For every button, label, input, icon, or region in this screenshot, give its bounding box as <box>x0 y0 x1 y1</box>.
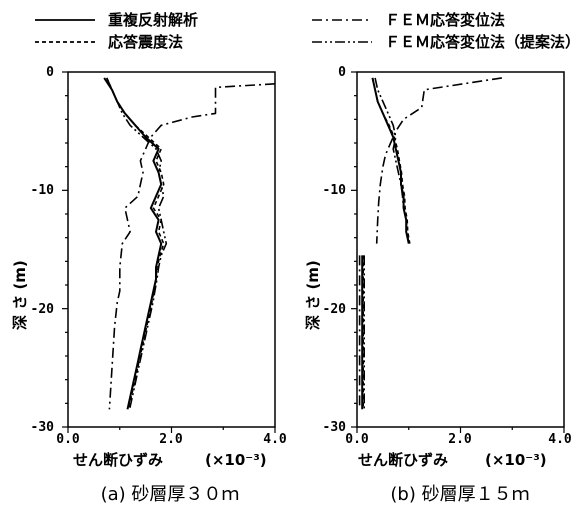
y-tick-label: -30 <box>323 420 347 435</box>
x-tick-label: 0.0 <box>56 432 80 447</box>
series-line-dashdot <box>109 84 275 410</box>
y-tick-label: -10 <box>31 183 55 198</box>
panel-caption: (b) 砂層厚１５ｍ <box>390 484 529 505</box>
series-lines <box>104 78 275 409</box>
legend-label-solid: 重複反射解析 <box>108 11 198 29</box>
chart-panel-a: 0 -10 -20 -30 0.0 2.0 4.0 せん断ひずみ (×10⁻³)… <box>11 65 287 505</box>
x-tick-label: 0.0 <box>345 432 369 447</box>
series-line-solid <box>104 78 161 409</box>
x-tick-label: 4.0 <box>263 432 287 447</box>
x-tick-label: 2.0 <box>448 432 472 447</box>
y-axis-label: 深 さ (m) <box>11 260 29 330</box>
y-tick-label: 0 <box>338 65 346 80</box>
tick-marks <box>351 72 564 433</box>
x-tick-label: 4.0 <box>548 432 572 447</box>
series-line-dashdotdot <box>375 78 409 244</box>
y-tick-label: -20 <box>31 302 55 317</box>
x-axis-label: せん断ひずみ <box>73 451 163 469</box>
legend-label-dashed: 応答震度法 <box>108 33 183 51</box>
legend: 重複反射解析 ＦＥＭ応答変位法 応答震度法 ＦＥＭ応答変位法（提案法） <box>35 11 580 51</box>
x-axis-unit: (×10⁻³) <box>485 451 547 469</box>
x-tick-label: 2.0 <box>159 432 183 447</box>
chart-panel-b: 0 -10 -20 -30 0.0 2.0 4.0 せん断ひずみ (×10⁻³)… <box>304 65 572 505</box>
panel-caption: (a) 砂層厚３０ｍ <box>101 484 240 505</box>
y-axis-label: 深 さ (m) <box>304 260 322 330</box>
plot-frame <box>68 72 275 427</box>
x-axis-label: せん断ひずみ <box>358 451 448 469</box>
series-lines <box>360 78 502 409</box>
x-axis-unit: (×10⁻³) <box>205 451 267 469</box>
y-tick-label: -30 <box>31 420 55 435</box>
tick-marks <box>62 72 275 433</box>
y-tick-label: -10 <box>323 183 347 198</box>
y-tick-label: -20 <box>323 302 347 317</box>
series-line-dashed <box>107 78 164 409</box>
legend-label-dashdotdot: ＦＥＭ応答変位法（提案法） <box>385 33 580 51</box>
y-tick-label: 0 <box>46 65 54 80</box>
legend-label-dashdot: ＦＥＭ応答変位法 <box>385 11 505 29</box>
